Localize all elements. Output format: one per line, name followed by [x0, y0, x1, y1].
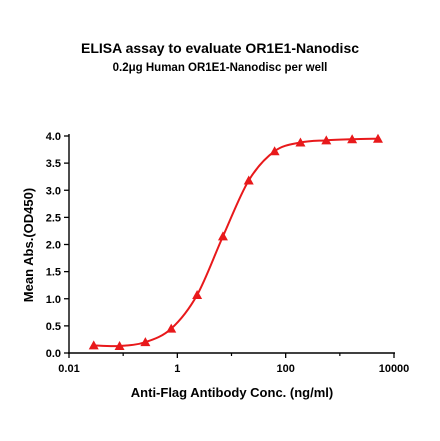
- data-point: [295, 137, 306, 147]
- data-point: [192, 289, 203, 299]
- y-tick-label: 4.0: [46, 131, 61, 143]
- x-axis-label: Anti-Flag Antibody Conc. (ng/ml): [131, 385, 333, 400]
- y-tick-label: 0.5: [46, 321, 61, 333]
- y-tick-label: 1.5: [46, 267, 61, 279]
- data-point: [372, 133, 383, 143]
- fit-curve: [93, 137, 379, 348]
- y-tick-label: 0.0: [46, 348, 61, 360]
- x-tick-label: 1: [174, 363, 180, 375]
- data-point: [88, 340, 99, 350]
- y-tick-label: 2.5: [46, 212, 61, 224]
- x-tick-label: 0.01: [58, 363, 79, 375]
- y-tick-label: 3.5: [46, 158, 61, 170]
- y-tick-label: 3.0: [46, 185, 61, 197]
- data-point: [166, 323, 177, 333]
- y-tick-label: 1.0: [46, 294, 61, 306]
- data-point: [243, 175, 254, 185]
- data-point: [217, 231, 228, 241]
- y-tick-label: 2.0: [46, 240, 61, 252]
- data-point: [347, 134, 358, 144]
- chart-subtitle: 0.2μg Human OR1E1-Nanodisc per well: [112, 62, 328, 74]
- data-point: [140, 337, 151, 347]
- x-tick-label: 100: [276, 363, 294, 375]
- data-point: [114, 340, 125, 350]
- marker-layer: [88, 133, 383, 350]
- data-point: [321, 135, 332, 145]
- axes: 0.0 0.5 1.0 1.5 2.0 2.5 3.0 3.5 4.0 0.01 1 100 10000: [46, 131, 410, 375]
- chart-title: ELISA assay to evaluate OR1E1-Nanodisc: [80, 40, 360, 56]
- x-tick-label: 10000: [379, 363, 410, 375]
- data-point: [269, 146, 280, 156]
- curve-layer: [93, 137, 379, 348]
- y-axis-label: Mean Abs.(OD450): [21, 188, 36, 302]
